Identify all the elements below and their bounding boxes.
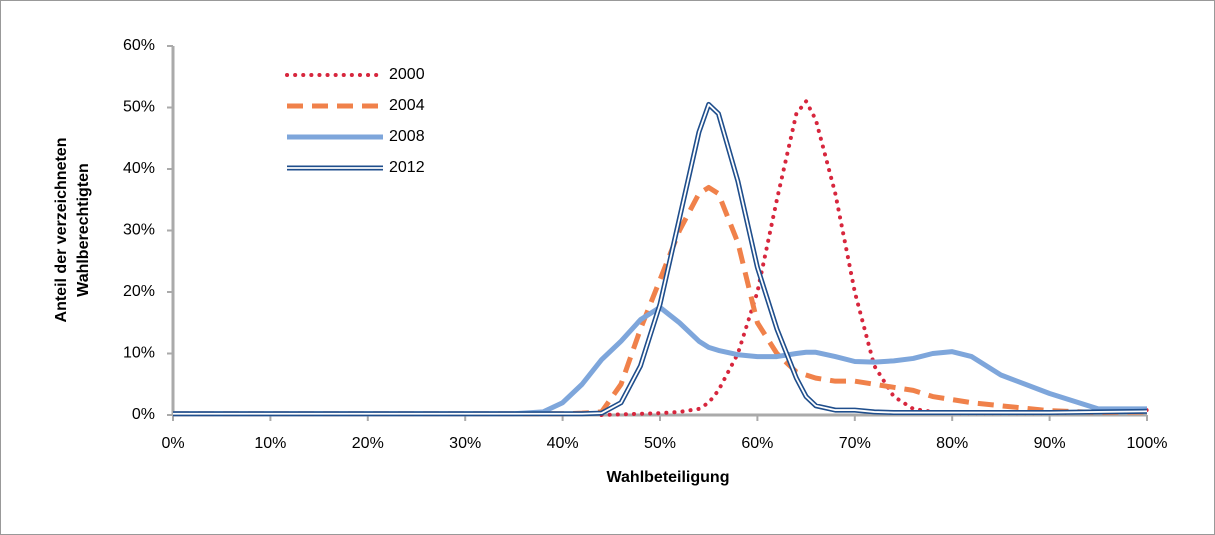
x-tick-label: 80% <box>936 435 968 452</box>
series-line <box>173 101 1148 417</box>
x-axis-title: Wahlbeteiligung <box>607 469 730 486</box>
y-tick-label: 10% <box>123 345 155 362</box>
y-tick-label: 0% <box>132 406 155 423</box>
x-tick-label: 60% <box>741 435 773 452</box>
y-axis-title: Anteil der verzeichneten Wahlberechtigte… <box>53 138 92 323</box>
y-tick-label: 30% <box>123 222 155 239</box>
legend-label: 2008 <box>389 128 425 145</box>
x-tick-label: 20% <box>352 435 384 452</box>
y-axis-title-line: Anteil der verzeichneten <box>53 138 70 323</box>
legend-label: 2004 <box>389 97 425 114</box>
x-tick-label: 10% <box>254 435 286 452</box>
x-tick-label: 90% <box>1034 435 1066 452</box>
legend-label: 2012 <box>389 159 425 176</box>
series-line <box>173 304 1147 417</box>
series-line <box>599 99 1149 417</box>
x-tick-label: 40% <box>547 435 579 452</box>
x-tick-label: 50% <box>644 435 676 452</box>
y-tick-label: 40% <box>123 160 155 177</box>
series-line-inner <box>173 103 1148 415</box>
y-tick-label: 50% <box>123 99 155 116</box>
x-tick-label: 100% <box>1127 435 1168 452</box>
y-axis-title-line: Wahlberechtigten <box>75 163 92 297</box>
y-tick-label: 20% <box>123 283 155 300</box>
x-tick-label: 0% <box>161 435 184 452</box>
y-tick-label: 60% <box>123 37 155 54</box>
x-tick-label: 30% <box>449 435 481 452</box>
legend-label: 2000 <box>389 66 425 83</box>
x-tick-label: 70% <box>839 435 871 452</box>
